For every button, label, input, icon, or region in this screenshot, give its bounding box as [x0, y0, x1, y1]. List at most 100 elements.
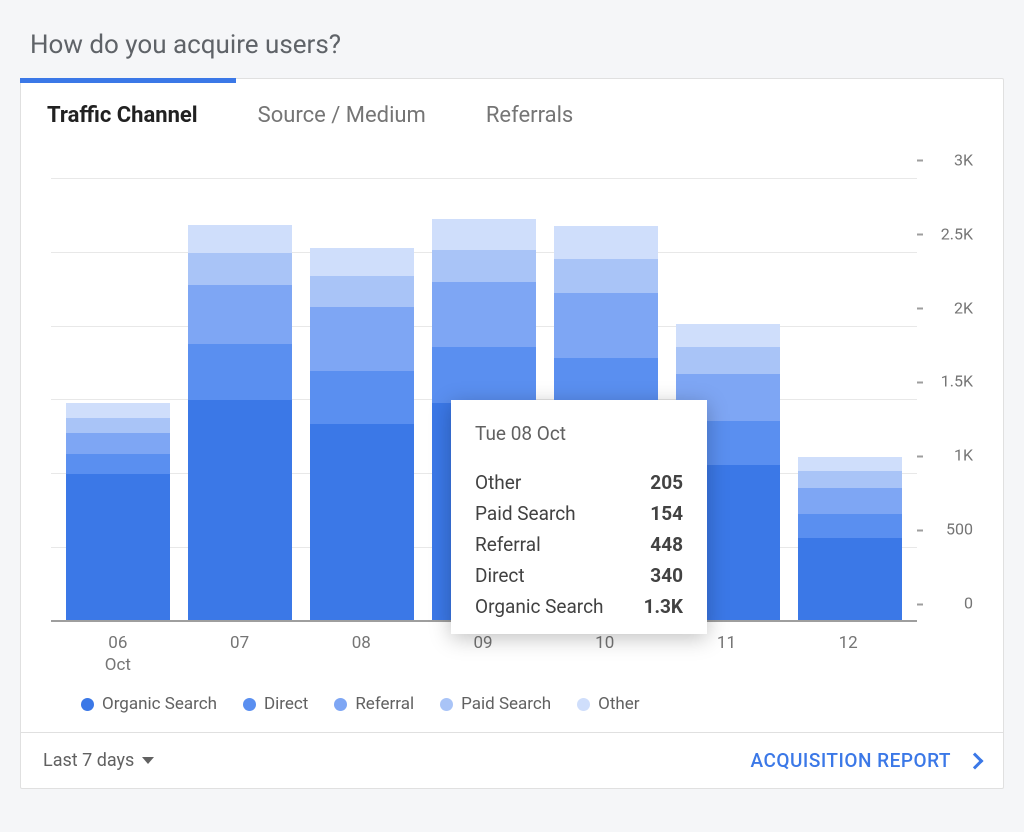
page-title: How do you acquire users? — [30, 30, 1004, 60]
chart-legend: Organic Search Direct Referral Paid Search O… — [71, 676, 953, 732]
bar-segment-other — [676, 324, 780, 348]
x-tick-label: 12 — [787, 632, 909, 676]
stacked-bar — [188, 225, 292, 622]
bar-segment-other — [798, 457, 902, 472]
tooltip-table: Other205Paid Search154Referral448Direct3… — [475, 467, 683, 622]
legend-swatch — [243, 698, 256, 711]
tooltip-row: Organic Search1.3K — [475, 591, 683, 622]
bar-segment-organic — [798, 538, 902, 622]
bar-segment-referral — [432, 282, 536, 347]
y-tick-label: 3K — [925, 150, 975, 169]
bar-segment-other — [188, 225, 292, 253]
bar-segment-paid — [554, 259, 658, 293]
tooltip-row: Direct340 — [475, 560, 683, 591]
legend-label: Other — [598, 694, 639, 714]
legend-item-other[interactable]: Other — [577, 694, 639, 714]
tooltip-row-value: 154 — [619, 498, 683, 529]
bar-column[interactable] — [179, 164, 301, 622]
x-tick-label: 06Oct — [57, 632, 179, 676]
acquisition-report-link[interactable]: ACQUISITION REPORT — [751, 749, 981, 772]
y-tick-label: 500 — [925, 520, 975, 539]
legend-swatch — [334, 698, 347, 711]
bar-segment-direct — [188, 344, 292, 400]
legend-item-direct[interactable]: Direct — [243, 694, 308, 714]
bar-segment-paid — [188, 253, 292, 286]
bar-segment-direct — [798, 514, 902, 538]
tab-referrals[interactable]: Referrals — [486, 103, 573, 128]
legend-item-referral[interactable]: Referral — [334, 694, 414, 714]
tooltip-row-label: Other — [475, 467, 619, 498]
tooltip-row: Paid Search154 — [475, 498, 683, 529]
tab-traffic-channel[interactable]: Traffic Channel — [47, 103, 198, 128]
y-tick-label: 2.5K — [925, 224, 975, 243]
bar-column[interactable] — [789, 164, 911, 622]
tooltip-row-value: 448 — [619, 529, 683, 560]
tab-bar: Traffic Channel Source / Medium Referrals — [21, 79, 1003, 152]
bar-segment-paid — [432, 250, 536, 283]
bar-segment-organic — [310, 424, 414, 622]
tooltip-title: Tue 08 Oct — [475, 422, 683, 445]
legend-swatch — [440, 698, 453, 711]
tooltip-row-label: Paid Search — [475, 498, 619, 529]
x-tick-label: 10 — [544, 632, 666, 676]
chart-area: 3K 2.5K 2K 1.5K 1K 500 0 Tue 08 Oct Other205Pa… — [51, 152, 975, 622]
stacked-bar — [66, 403, 170, 622]
bar-segment-other — [66, 403, 170, 418]
stacked-bar — [798, 457, 902, 622]
bar-segment-referral — [798, 488, 902, 515]
legend-item-organic[interactable]: Organic Search — [81, 694, 217, 714]
legend-label: Direct — [264, 694, 308, 714]
tooltip-row-label: Organic Search — [475, 591, 619, 622]
bar-segment-paid — [798, 471, 902, 487]
bar-segment-direct — [432, 347, 536, 403]
tab-source-medium[interactable]: Source / Medium — [258, 103, 426, 128]
y-tick-label: 2K — [925, 298, 975, 317]
bar-segment-referral — [188, 285, 292, 344]
bar-segment-paid — [310, 276, 414, 307]
legend-swatch — [81, 698, 94, 711]
bar-segment-organic — [66, 474, 170, 622]
bar-column[interactable] — [57, 164, 179, 622]
chart-tooltip: Tue 08 Oct Other205Paid Search154Referra… — [451, 400, 707, 634]
legend-label: Organic Search — [102, 694, 217, 714]
acquisition-card: Traffic ChannelSource / MediumReferrals … — [20, 78, 1004, 789]
bar-segment-organic — [188, 400, 292, 622]
bar-segment-other — [554, 226, 658, 259]
legend-label: Referral — [355, 694, 414, 714]
card-footer: Last 7 days ACQUISITION REPORT — [21, 732, 1003, 788]
bar-segment-other — [310, 248, 414, 276]
chart-container: 3K2.5K2K1.5K1K5000 Tue 08 Oct Other205Pa… — [21, 152, 1003, 732]
legend-swatch — [577, 698, 590, 711]
legend-label: Paid Search — [461, 694, 551, 714]
bar-segment-referral — [554, 293, 658, 358]
bar-segment-other — [432, 219, 536, 250]
x-tick-label: 08 — [300, 632, 422, 676]
y-tick-label: 1K — [925, 446, 975, 465]
chevron-right-icon — [967, 752, 984, 769]
bar-segment-referral — [310, 307, 414, 371]
date-range-label: Last 7 days — [43, 750, 134, 771]
x-axis-labels: 06Oct070809101112 — [51, 632, 973, 676]
x-tick-label: 07 — [179, 632, 301, 676]
date-range-picker[interactable]: Last 7 days — [43, 750, 154, 771]
bar-column[interactable] — [301, 164, 423, 622]
x-tick-label: 09 — [422, 632, 544, 676]
tooltip-row-label: Referral — [475, 529, 619, 560]
bar-segment-referral — [66, 433, 170, 454]
active-tab-indicator — [20, 78, 236, 83]
tooltip-row: Other205 — [475, 467, 683, 498]
bar-segment-paid — [676, 347, 780, 374]
y-tick-label: 1.5K — [925, 372, 975, 391]
bar-segment-paid — [66, 418, 170, 433]
x-tick-label: 11 — [666, 632, 788, 676]
tooltip-row-value: 340 — [619, 560, 683, 591]
y-tick-label: 0 — [925, 594, 975, 613]
tooltip-row-value: 205 — [619, 467, 683, 498]
legend-item-paid[interactable]: Paid Search — [440, 694, 551, 714]
tooltip-row-label: Direct — [475, 560, 619, 591]
stacked-bar — [310, 248, 414, 622]
report-link-label: ACQUISITION REPORT — [751, 749, 951, 772]
bar-segment-direct — [310, 371, 414, 424]
tooltip-row-value: 1.3K — [619, 591, 683, 622]
tooltip-row: Referral448 — [475, 529, 683, 560]
